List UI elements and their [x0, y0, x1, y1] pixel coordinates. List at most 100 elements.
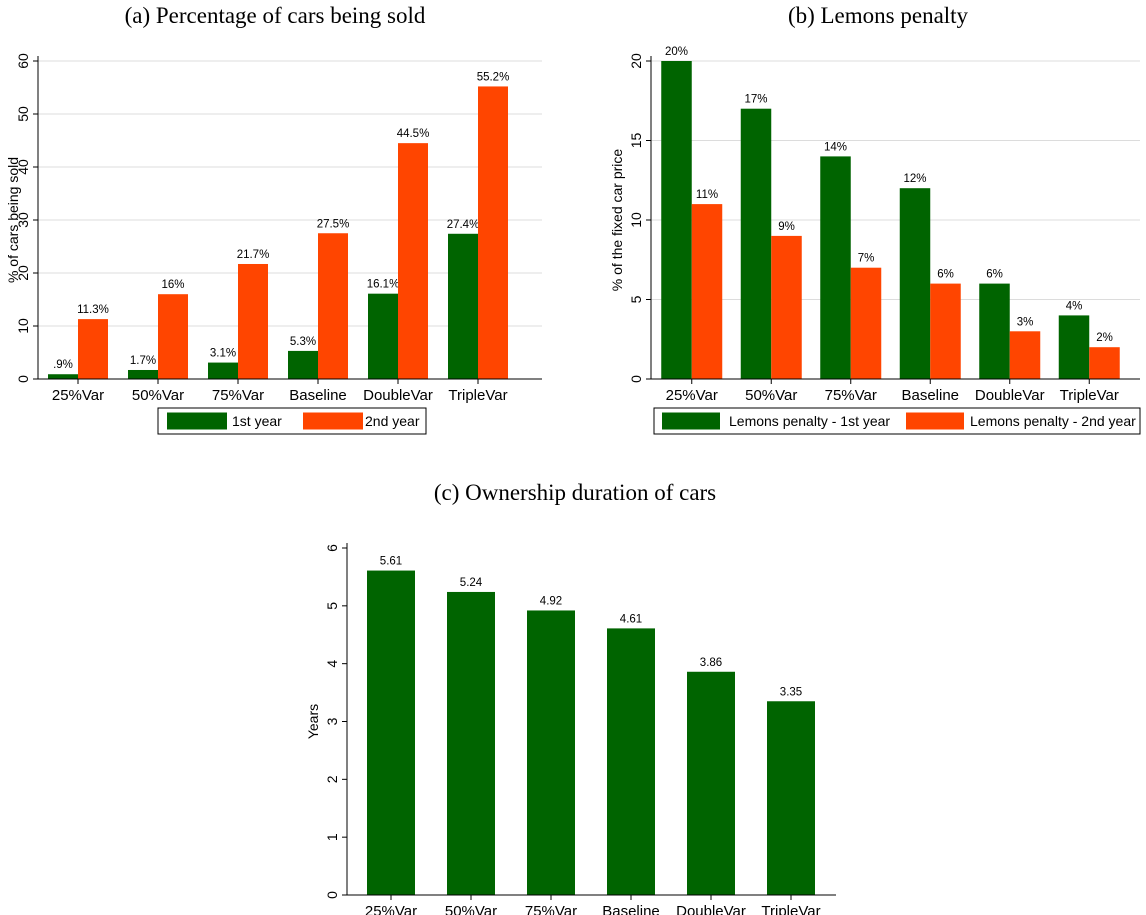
bar — [767, 701, 815, 895]
data-label: .9% — [53, 359, 73, 371]
x-tick-label: TripleVar — [761, 903, 820, 915]
data-label: 12% — [903, 173, 926, 185]
data-label: 5.3% — [290, 336, 316, 348]
legend-entry: 2nd year — [365, 413, 420, 429]
chart-b: (b) Lemons penalty 0 5 10 15 20 % of the fixed… — [609, 3, 1141, 435]
y-tick-label: 0 — [15, 375, 31, 383]
bar — [447, 591, 495, 895]
bar — [1058, 315, 1090, 379]
x-tick-label: 50%Var — [132, 387, 184, 404]
legend-box — [653, 407, 1141, 435]
legend-entry: 1st year — [232, 413, 282, 429]
y-tick-label: 4 — [324, 660, 340, 668]
legend: 1st year 2nd year — [157, 407, 427, 435]
y-tick-label: 30 — [15, 212, 31, 228]
data-label: 3.1% — [210, 348, 236, 360]
x-tick-label: 50%Var — [445, 903, 497, 915]
data-label: 20% — [665, 46, 688, 58]
legend-entry: Lemons penalty - 2nd year — [970, 413, 1136, 429]
bar — [368, 293, 398, 379]
chart-title: (b) Lemons penalty — [788, 3, 969, 28]
y-tick-label: 0 — [628, 375, 644, 383]
data-label: 5.24 — [460, 577, 483, 589]
data-label: 44.5% — [397, 128, 430, 140]
y-tick-label: 0 — [324, 891, 340, 899]
y-tick-label: 6 — [324, 544, 340, 552]
chart-title: (a) Percentage of cars being sold — [125, 3, 426, 28]
y-tick-label: 50 — [15, 106, 31, 122]
bar — [850, 267, 882, 379]
y-tick-label: 60 — [15, 53, 31, 69]
data-label: 21.7% — [237, 249, 270, 261]
data-label: 27.5% — [317, 218, 350, 230]
bar — [687, 671, 735, 895]
data-label: 11% — [696, 189, 718, 201]
data-label: 6% — [937, 269, 954, 281]
bar — [448, 233, 478, 379]
bar — [208, 362, 238, 379]
x-tick-label: TripleVar — [1060, 387, 1119, 404]
y-tick-label: 20 — [15, 265, 31, 281]
data-label: 1.7% — [130, 355, 156, 367]
data-label: 16% — [161, 279, 184, 291]
bar — [128, 369, 158, 379]
x-tick-label: 50%Var — [745, 387, 797, 404]
data-label: 9% — [778, 221, 795, 233]
x-tick-label: Baseline — [289, 387, 347, 404]
data-label: 14% — [824, 141, 847, 153]
y-tick-label: 5 — [628, 295, 644, 303]
y-axis-label: Years — [305, 704, 321, 739]
bar — [527, 610, 575, 895]
bar — [820, 156, 851, 379]
legend-swatch — [662, 412, 720, 430]
y-tick-label: 15 — [628, 133, 644, 149]
bar — [78, 319, 108, 379]
x-tick-label: 75%Var — [212, 387, 264, 404]
bar — [661, 61, 692, 379]
x-tick-label: 25%Var — [365, 903, 417, 915]
y-tick-label: 5 — [324, 602, 340, 610]
bar — [478, 86, 508, 379]
y-tick-label: 40 — [15, 159, 31, 175]
y-tick-label: 10 — [628, 212, 644, 228]
legend-swatch — [167, 412, 227, 430]
bar — [288, 350, 318, 379]
y-axis-label: % of the fixed car price — [609, 149, 625, 292]
y-tick-label: 2 — [324, 775, 340, 783]
data-label: 16.1% — [367, 279, 400, 291]
bar — [1009, 331, 1041, 379]
data-label: 4% — [1066, 300, 1083, 312]
x-tick-label: Baseline — [901, 387, 959, 404]
data-label: 11.3% — [77, 304, 109, 316]
x-tick-label: 25%Var — [666, 387, 718, 404]
data-label: 27.4% — [447, 219, 480, 231]
data-label: 4.61 — [620, 613, 642, 625]
x-tick-label: 75%Var — [825, 387, 877, 404]
bar — [740, 108, 772, 379]
bar — [367, 570, 415, 895]
bar — [979, 283, 1010, 379]
bar — [318, 233, 348, 379]
chart-c: (c) Ownership duration of cars 0 1 2 3 4 5 6 Yea… — [305, 480, 836, 915]
data-label: 5.61 — [380, 556, 402, 568]
bar — [691, 204, 723, 379]
x-tick-label: DoubleVar — [975, 387, 1045, 404]
x-tick-label: TripleVar — [448, 387, 507, 404]
x-tick-label: 25%Var — [52, 387, 104, 404]
data-label: 4.92 — [540, 595, 562, 607]
data-label: 6% — [986, 269, 1003, 281]
bar — [48, 374, 78, 379]
y-tick-label: 20 — [628, 53, 644, 69]
bar — [238, 263, 268, 379]
bar — [771, 235, 802, 379]
data-label: 3.35 — [780, 686, 802, 698]
bar — [899, 188, 931, 379]
chart-a: (a) Percentage of cars being sold 0 10 20 30… — [5, 3, 542, 435]
legend-entry: Lemons penalty - 1st year — [729, 413, 890, 429]
y-tick-label: 3 — [324, 717, 340, 725]
y-tick-label: 10 — [15, 318, 31, 334]
x-tick-label: 75%Var — [525, 903, 577, 915]
chart-title: (c) Ownership duration of cars — [434, 480, 716, 505]
bar — [1089, 347, 1120, 379]
